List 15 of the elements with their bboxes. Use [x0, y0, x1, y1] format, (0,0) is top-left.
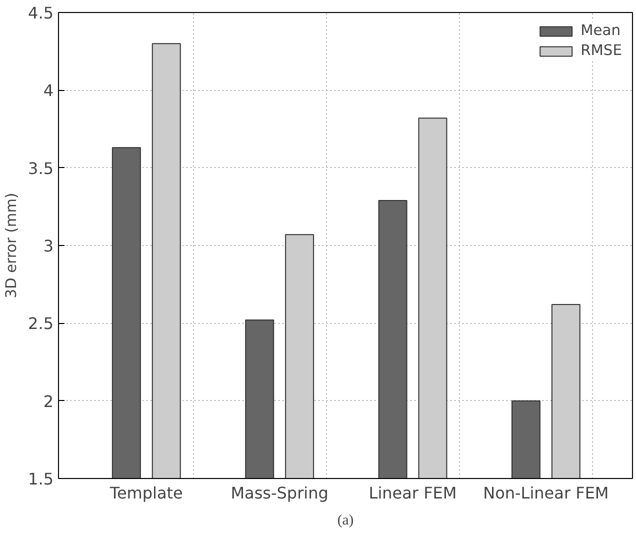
x-tick-label: Mass-Spring: [230, 484, 328, 502]
legend-label: Mean: [580, 22, 621, 39]
y-tick-label: 3: [43, 236, 54, 256]
y-tick-label: 3.5: [28, 158, 54, 178]
y-axis-title: 3D error (mm): [3, 192, 20, 298]
legend-label: RMSE: [580, 42, 622, 59]
x-tick-label: Non-Linear FEM: [483, 484, 609, 502]
x-tick-label: Template: [108, 484, 183, 502]
y-tick-label: 2: [43, 392, 54, 411]
y-tick-label: 1.5: [28, 470, 54, 488]
y-tick-label: 2.5: [28, 314, 54, 334]
y-tick-label: 4.5: [28, 4, 54, 22]
y-tick-label: 4: [43, 81, 54, 100]
x-tick-label: Linear FEM: [368, 484, 457, 502]
text: (a): [337, 512, 354, 528]
